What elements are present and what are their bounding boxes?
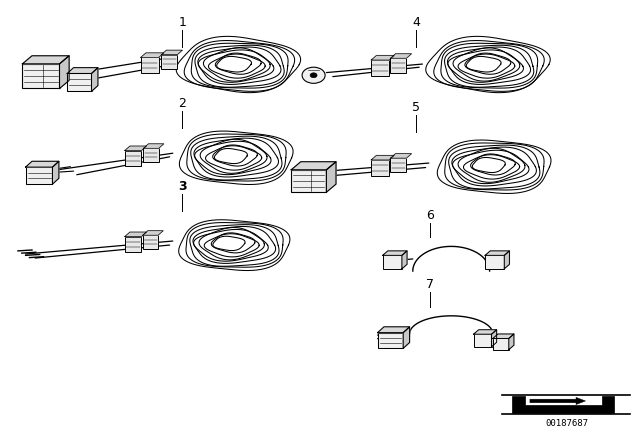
Bar [143, 235, 158, 249]
Circle shape [310, 73, 317, 78]
Bar [143, 148, 159, 162]
Polygon shape [530, 397, 586, 405]
Polygon shape [125, 232, 147, 237]
Bar [161, 55, 177, 69]
Polygon shape [291, 162, 336, 170]
Bar [383, 255, 402, 269]
Bar [67, 73, 92, 91]
Bar [22, 64, 60, 89]
Polygon shape [161, 50, 182, 55]
Text: 6: 6 [426, 209, 434, 222]
Bar [485, 255, 504, 269]
Polygon shape [26, 161, 59, 167]
Bar [26, 167, 52, 184]
Polygon shape [143, 144, 164, 148]
Bar [125, 237, 141, 252]
Bar [493, 339, 509, 349]
Polygon shape [383, 251, 407, 255]
Bar [378, 332, 403, 349]
Bar [371, 60, 389, 76]
Polygon shape [390, 54, 412, 58]
Polygon shape [67, 68, 98, 73]
Bar [474, 334, 492, 347]
Text: 7: 7 [426, 278, 434, 291]
Text: 1: 1 [179, 16, 186, 29]
Bar [390, 58, 406, 73]
Polygon shape [378, 327, 410, 332]
Polygon shape [52, 161, 59, 184]
Bar [141, 57, 159, 73]
Polygon shape [485, 251, 509, 255]
Polygon shape [125, 146, 147, 151]
Polygon shape [390, 154, 412, 158]
Polygon shape [504, 251, 509, 269]
Polygon shape [493, 334, 514, 339]
Polygon shape [402, 251, 407, 269]
Polygon shape [326, 162, 336, 192]
Polygon shape [371, 56, 394, 60]
Text: 4: 4 [412, 16, 420, 29]
Polygon shape [141, 53, 164, 57]
Polygon shape [526, 397, 600, 405]
Text: 5: 5 [412, 101, 420, 114]
Bar [125, 151, 141, 166]
Polygon shape [512, 396, 614, 413]
Text: 3: 3 [178, 180, 187, 193]
Bar [371, 160, 389, 176]
Text: 2: 2 [179, 97, 186, 110]
Polygon shape [509, 334, 514, 349]
Bar [390, 158, 406, 172]
Circle shape [302, 67, 325, 83]
Polygon shape [492, 330, 497, 347]
Text: 00187687: 00187687 [545, 419, 588, 428]
Polygon shape [371, 155, 394, 160]
Polygon shape [92, 68, 98, 91]
Bar [291, 170, 326, 192]
Polygon shape [143, 231, 163, 235]
Polygon shape [474, 330, 497, 334]
Polygon shape [60, 56, 69, 89]
Polygon shape [403, 327, 410, 349]
Polygon shape [22, 56, 69, 64]
